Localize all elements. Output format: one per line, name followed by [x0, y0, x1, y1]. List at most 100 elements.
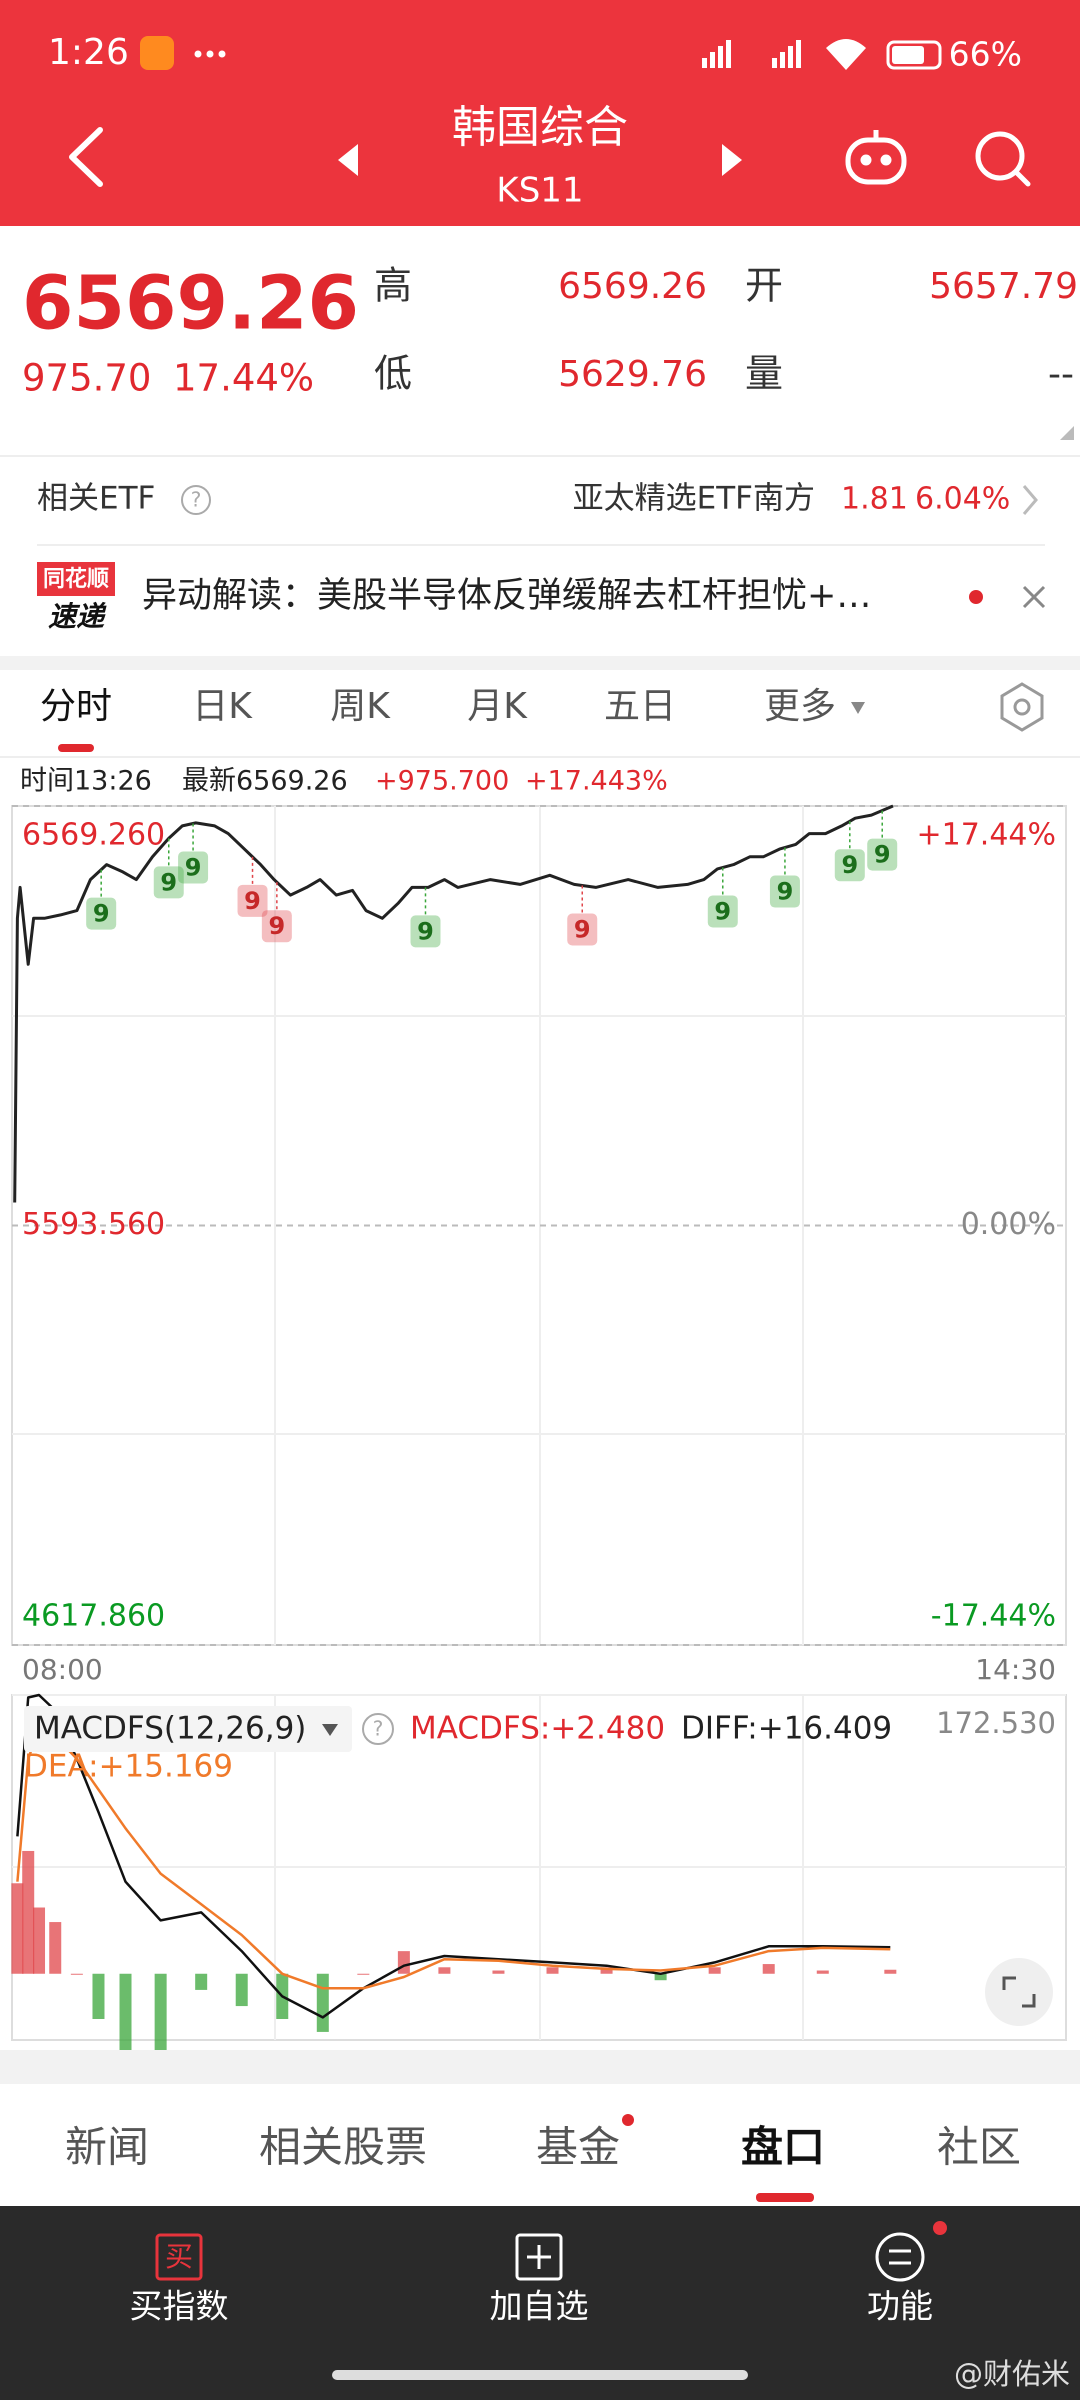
y-tick-label: 6569.260: [22, 818, 165, 853]
price-line: [13, 804, 894, 1203]
buy-label[interactable]: 买指数: [130, 2287, 229, 2326]
news-logo-bottom: 速递: [48, 600, 107, 633]
info-latest: 最新6569.26: [182, 766, 348, 797]
signal-marker: [769, 875, 800, 908]
section-gap: [0, 2050, 1080, 2084]
help-mark: ?: [373, 1717, 384, 1741]
fullscreen-button[interactable]: [985, 1958, 1053, 2026]
function-lines: [889, 2249, 911, 2265]
x-tick-label: 14:30: [975, 1653, 1056, 1686]
macd-bar: [49, 1922, 62, 1974]
signal-label: 9: [874, 841, 891, 869]
back-button[interactable]: [69, 127, 103, 187]
signal-label: 9: [244, 887, 261, 915]
macd-bar: [154, 1973, 167, 2068]
section-gap: [0, 656, 1080, 670]
signal-marker: [153, 866, 184, 899]
price: 6569.26: [22, 261, 359, 347]
volume-label: 量: [745, 352, 783, 396]
chart-tab[interactable]: 日K: [192, 686, 253, 727]
settings-button[interactable]: [1000, 682, 1044, 732]
robot-button[interactable]: [845, 130, 907, 185]
bottom-tab[interactable]: 新闻: [65, 2123, 149, 2172]
watermark: @财佑米: [954, 2357, 1070, 2391]
tab-indicator: [756, 2193, 814, 2202]
signal-label: 9: [93, 900, 110, 928]
bottom-tab[interactable]: 社区: [937, 2123, 1021, 2172]
y2-tick-label: +17.44%: [916, 818, 1056, 853]
chart-tab[interactable]: 周K: [330, 686, 391, 727]
fullscreen-icon: [1002, 1976, 1036, 2008]
function-icon[interactable]: [875, 2232, 925, 2282]
signal-icons: [702, 39, 866, 70]
signal-label: 9: [841, 851, 858, 879]
chart-tab[interactable]: 更多: [764, 686, 836, 727]
etf-chevron[interactable]: [1022, 485, 1038, 515]
signal-marker: [178, 851, 209, 884]
volume: --: [1048, 354, 1074, 395]
macd-bar: [397, 1951, 410, 1974]
battery-level: [892, 46, 924, 64]
etf-change: 6.04%: [915, 482, 1010, 517]
news-close[interactable]: [1022, 585, 1046, 609]
high-label: 高: [374, 264, 412, 308]
macd-bar: [762, 1964, 775, 1974]
chart-tab[interactable]: 五日: [604, 686, 676, 727]
indicator-label: MACDFS(12,26,9): [34, 1711, 306, 1747]
macd-bar: [70, 1973, 83, 1975]
bottom-tab[interactable]: 相关股票: [259, 2123, 427, 2172]
macd-bar: [22, 1850, 35, 1974]
y2-tick-label: -17.44%: [931, 1599, 1056, 1634]
info-change: +975.700: [375, 766, 509, 797]
next-button[interactable]: [722, 144, 742, 176]
settings-center: [1013, 698, 1031, 716]
signal-label: 9: [417, 917, 434, 945]
bottom-tab[interactable]: 基金: [536, 2123, 620, 2172]
watchlist-label[interactable]: 加自选: [490, 2287, 589, 2326]
prev-button[interactable]: [338, 144, 358, 176]
signal-marker: [261, 910, 292, 943]
signal-label: 9: [574, 915, 591, 943]
dea-label: DEA:+15.169: [24, 1749, 233, 1785]
signal-marker: [834, 849, 865, 882]
help-icon[interactable]: [362, 1713, 394, 1745]
chart-tab[interactable]: 月K: [467, 686, 528, 727]
macd-bar: [816, 1970, 829, 1974]
signal-label: 9: [268, 912, 285, 940]
signal-marker: [707, 895, 738, 928]
tab-indicator: [58, 744, 94, 752]
app-icon: [140, 36, 174, 70]
y2-tick-label: 0.00%: [961, 1207, 1056, 1242]
macd-bar: [654, 1973, 667, 1981]
open: 5657.79: [929, 266, 1078, 307]
plus: [527, 2245, 551, 2269]
macd-divisions: [12, 1695, 1066, 2040]
y-tick-label: 172.530: [936, 1706, 1056, 1740]
buy-icon[interactable]: [155, 2233, 203, 2281]
watchlist-icon[interactable]: [515, 2233, 563, 2281]
news-logo: [37, 562, 115, 596]
bottom-tab[interactable]: 盘口: [741, 2123, 825, 2172]
action-bar: [0, 2206, 1080, 2400]
buy-icon-text: 买: [165, 2240, 193, 2273]
news-text[interactable]: 异动解读：美股半导体反弹缓解去杠杆担忧+…: [142, 576, 871, 616]
macd-bar: [235, 1973, 248, 2007]
indicator-selector[interactable]: [24, 1706, 352, 1752]
search-button[interactable]: [975, 131, 1031, 187]
macd-bar: [11, 1883, 24, 1974]
chart-tab[interactable]: 分时: [40, 686, 112, 727]
expand-corner[interactable]: [1060, 426, 1074, 440]
news-logo-top: 同花顺: [43, 566, 109, 592]
signal-marker: [410, 915, 441, 948]
signal-label: 9: [777, 878, 794, 906]
open-label: 开: [745, 264, 783, 308]
macd-bar: [492, 1970, 505, 1974]
help-icon[interactable]: [181, 485, 211, 515]
more-dropdown: [851, 702, 865, 714]
macd-bar: [600, 1967, 613, 1974]
macd-bar: [92, 1973, 105, 2019]
function-label[interactable]: 功能: [867, 2287, 933, 2326]
status-time: 1:26: [48, 32, 129, 73]
help-mark: ?: [191, 488, 202, 512]
etf-name[interactable]: 亚太精选ETF南方: [573, 481, 815, 517]
